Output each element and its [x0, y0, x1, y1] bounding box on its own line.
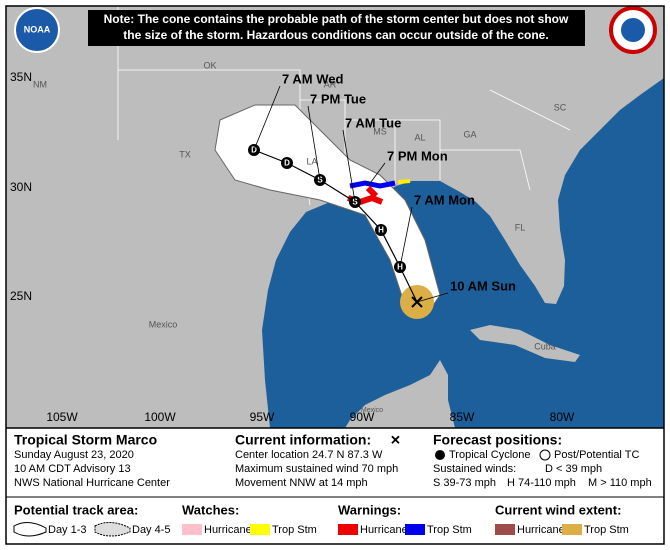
legend-title: Watches: — [182, 502, 239, 517]
forecast-point — [281, 157, 293, 169]
nws-logo-center — [621, 18, 645, 42]
lat-label: 25N — [10, 289, 32, 303]
place-label: OK — [203, 60, 216, 70]
legend-item: Trop Stm — [584, 524, 629, 536]
warning-swatch — [405, 524, 425, 535]
forecast-time: 7 AM Wed — [282, 71, 343, 86]
forecast-point-letter: D — [251, 146, 257, 155]
legend-item: Day 1-3 — [48, 524, 87, 536]
place-label: AR — [324, 79, 337, 89]
note-text: the size of the storm. Hazardous conditi… — [123, 28, 548, 42]
place-label: Cuba — [534, 341, 556, 351]
storm-info: Sunday August 23, 2020 — [14, 449, 134, 461]
legend-title: Forecast positions: — [433, 432, 562, 448]
place-label: TX — [179, 149, 191, 159]
place-label: NM — [33, 79, 47, 89]
forecast-point-letter: S — [317, 176, 323, 185]
tropical-symbol — [435, 450, 445, 460]
lon-label: 95W — [250, 410, 275, 424]
time-leader — [253, 85, 281, 151]
legend-item: Hurricane — [517, 524, 565, 536]
current-info: Center location 24.7 N 87.3 W — [235, 449, 383, 461]
time-leader — [307, 105, 321, 181]
time-leader — [342, 129, 356, 203]
place-label: AL — [414, 132, 425, 142]
cone-icon-stippled — [94, 522, 131, 537]
legend-item: Hurricane — [204, 524, 252, 536]
forecast-info: M > 110 mph — [588, 477, 652, 489]
noaa-logo-text: NOAA — [24, 24, 51, 34]
forecast-time: 7 PM Tue — [310, 91, 366, 106]
forecast-time: 10 AM Sun — [450, 278, 516, 293]
noaa-logo — [14, 7, 60, 53]
forecast-info: Post/Potential TC — [554, 449, 639, 461]
warning-swatch — [338, 524, 358, 535]
forecast-time: 7 AM Mon — [414, 192, 475, 207]
forecast-point-letter: D — [284, 159, 290, 168]
current-info: Maximum sustained wind 70 mph — [235, 463, 398, 475]
place-label: GA — [463, 129, 476, 139]
time-leader — [416, 292, 449, 303]
post-symbol — [539, 449, 551, 461]
place-label: LA — [306, 156, 317, 166]
lat-label: 30N — [10, 180, 32, 194]
watch-swatch — [182, 524, 202, 535]
place-label: FL — [515, 222, 526, 232]
tropical-storm-warning — [349, 180, 396, 189]
frame — [5, 5, 665, 545]
wind-swatch — [562, 524, 582, 535]
storm-name: Tropical Storm Marco — [14, 432, 157, 448]
place-label: Mexico — [361, 407, 383, 414]
forecast-info: Sustained winds: — [433, 463, 516, 475]
place-label: SC — [554, 102, 567, 112]
legend-item: Day 4-5 — [132, 524, 171, 536]
legend-title: Current information: — [235, 432, 371, 448]
forecast-time: 7 PM Mon — [387, 148, 448, 163]
forecast-point-letter: H — [378, 226, 384, 235]
lon-label: 90W — [350, 410, 375, 424]
storm-info: 10 AM CDT Advisory 13 — [14, 463, 131, 475]
wind-swatch — [495, 524, 515, 535]
forecast-point-letter: H — [397, 263, 403, 272]
time-leader — [399, 206, 413, 268]
lon-label: 100W — [144, 410, 176, 424]
watch-swatch — [250, 524, 270, 535]
time-leader — [367, 162, 386, 187]
cuba — [470, 325, 580, 362]
lon-label: 80W — [550, 410, 575, 424]
legend-item: Hurricane — [360, 524, 408, 536]
forecast-time: 7 AM Tue — [345, 115, 401, 130]
legend-title: Current wind extent: — [495, 502, 621, 517]
current-symbol: ✕ — [390, 432, 401, 447]
current-info: Movement NNW at 14 mph — [235, 477, 368, 489]
forecast-point-letter: S — [352, 198, 358, 207]
forecast-info: Tropical Cyclone — [449, 449, 531, 461]
place-label: MS — [373, 126, 387, 136]
legend-title: Warnings: — [338, 502, 401, 517]
place-label: Mexico — [149, 319, 178, 329]
legend-title: Potential track area: — [14, 502, 138, 517]
lon-label: 105W — [46, 410, 78, 424]
lon-label: 85W — [450, 410, 475, 424]
lat-label: 35N — [10, 70, 32, 84]
legend-item: Trop Stm — [427, 524, 472, 536]
forecast-info: S 39-73 mph — [433, 477, 496, 489]
note-text: Note: The cone contains the probable pat… — [104, 12, 569, 26]
forecast-point — [375, 224, 387, 236]
note-box — [88, 10, 585, 46]
forecast-info: H 74-110 mph — [507, 477, 576, 489]
forecast-info: D < 39 mph — [545, 463, 602, 475]
water — [262, 78, 664, 428]
tropical-storm-watch — [397, 179, 411, 184]
cone-icon — [13, 522, 47, 537]
storm-info: NWS National Hurricane Center — [14, 477, 170, 489]
legend-item: Trop Stm — [272, 524, 317, 536]
